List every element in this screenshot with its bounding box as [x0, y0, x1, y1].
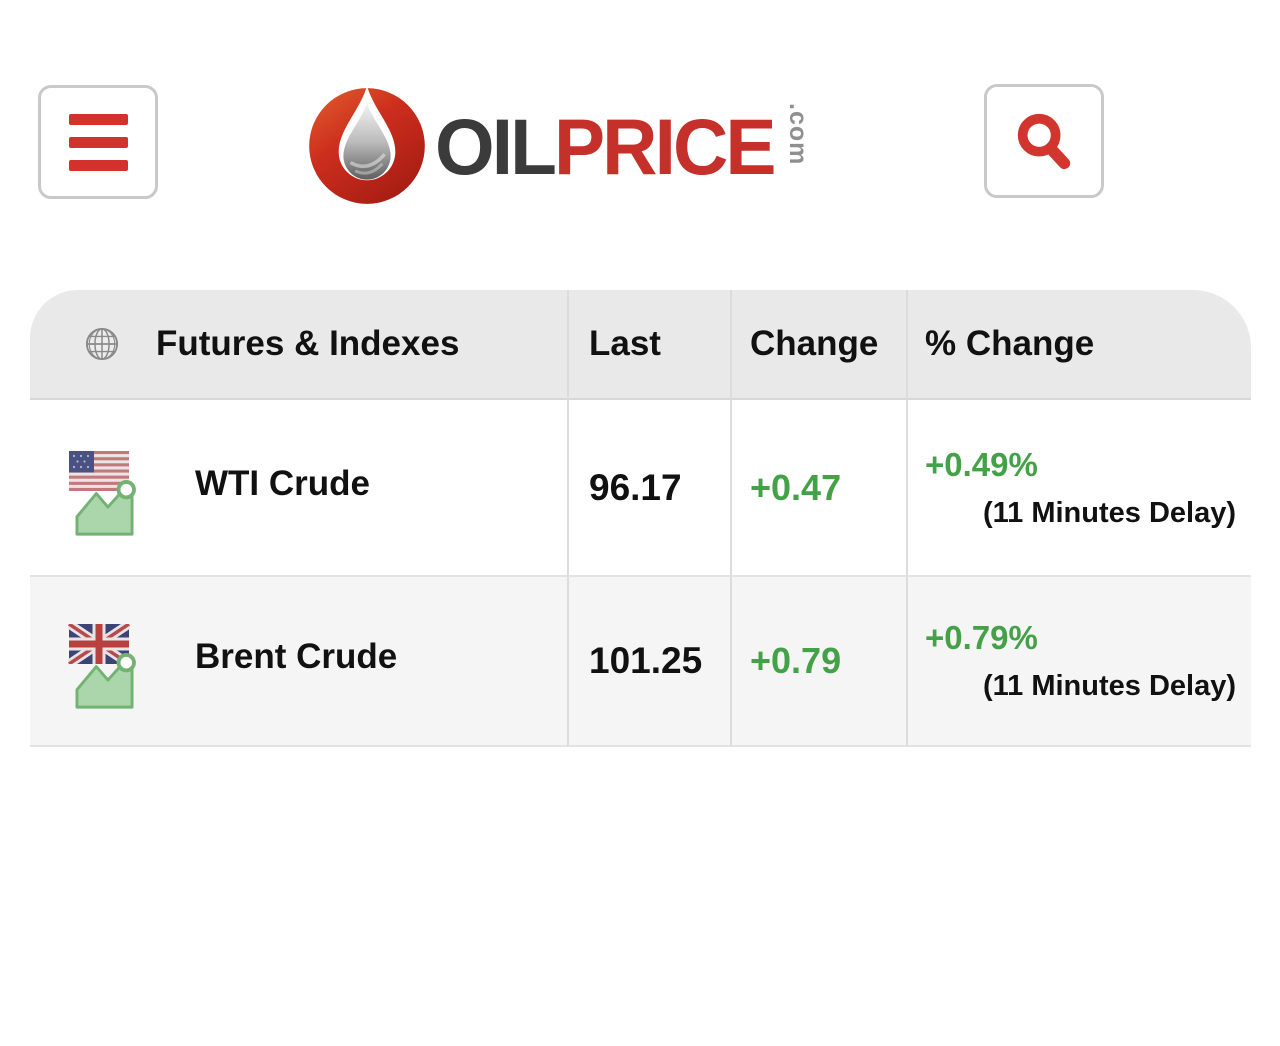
logo-text-oil: OIL — [435, 101, 557, 191]
pct-change-value: +0.49% — [925, 445, 1038, 483]
us-flag-icon — [69, 450, 129, 491]
brent-last-cell: 101.25 — [567, 577, 730, 747]
brent-pct-change-cell: +0.79% (11 Minutes Delay) — [906, 577, 1251, 747]
wti-last-cell: 96.17 — [567, 400, 730, 577]
oil-drop-icon — [309, 87, 425, 204]
wti-pct-change-cell: +0.49% (11 Minutes Delay) — [906, 400, 1251, 577]
column-header-label: Change — [750, 324, 879, 363]
delay-note: (11 Minutes Delay) — [982, 670, 1236, 702]
hamburger-icon — [68, 113, 128, 171]
brent-icon-stack — [68, 624, 157, 714]
instrument-name[interactable]: Brent Crude — [195, 637, 398, 676]
instrument-name[interactable]: WTI Crude — [195, 463, 370, 503]
table-row-wti-name-cell[interactable]: WTI Crude — [30, 400, 567, 577]
wti-change-cell: +0.47 — [730, 400, 906, 577]
trend-up-icon — [75, 479, 136, 536]
search-button[interactable] — [984, 84, 1104, 198]
table-row-brent-name-cell[interactable]: Brent Crude — [30, 577, 567, 747]
change-value: +0.47 — [750, 466, 842, 508]
column-header-label: % Change — [925, 324, 1095, 363]
logo-wordmark: OILPRICE — [435, 107, 777, 186]
delay-note: (11 Minutes Delay) — [982, 496, 1236, 529]
pct-change-value: +0.79% — [925, 619, 1038, 656]
column-header-label: Futures & Indexes — [156, 324, 460, 363]
oilprice-logo[interactable]: OILPRICE .com — [308, 87, 813, 205]
search-icon — [1017, 113, 1071, 170]
column-header-last: Last — [567, 290, 730, 400]
change-value: +0.79 — [750, 640, 842, 681]
column-header-pct-change: % Change — [906, 290, 1251, 400]
menu-button[interactable] — [38, 85, 158, 199]
wti-icon-stack — [68, 450, 157, 541]
last-value: 101.25 — [589, 640, 703, 681]
globe-icon — [85, 327, 119, 361]
column-header-futures: Futures & Indexes — [30, 290, 567, 400]
trend-up-icon — [75, 653, 136, 709]
logo-text-price: PRICE — [553, 101, 777, 191]
column-header-change: Change — [730, 290, 906, 400]
brent-change-cell: +0.79 — [730, 577, 906, 747]
logo-suffix: .com — [784, 103, 813, 166]
last-value: 96.17 — [589, 466, 682, 508]
column-header-label: Last — [589, 324, 661, 363]
futures-quote-table: Futures & Indexes Last Change % Change — [30, 290, 1251, 747]
